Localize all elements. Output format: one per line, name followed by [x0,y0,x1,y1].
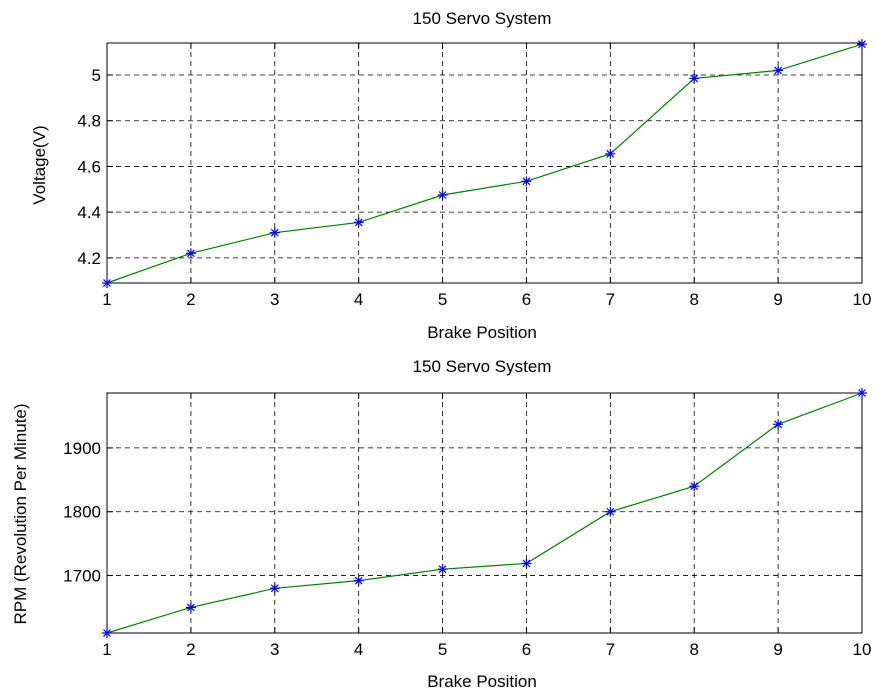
data-point [857,388,867,398]
data-point-stroke [606,507,615,516]
data-point [689,73,700,84]
data-point-stroke [858,40,866,49]
series-line [106,43,863,284]
y-tick-label: 4.8 [77,112,101,131]
data-point [437,190,448,200]
data-point [353,217,364,228]
y-tick-label: 4.6 [77,157,101,176]
data-point-stroke [690,482,699,491]
axes-box [106,392,863,634]
data-point [102,628,112,638]
data-point [689,481,700,492]
x-axis-label: Brake Position [427,672,537,691]
x-tick-label: 10 [853,640,872,659]
x-tick-label: 5 [438,640,447,659]
x-tick-label: 7 [606,290,615,309]
data-point [185,602,196,613]
data-point-stroke [270,584,279,593]
x-tick-label: 5 [438,290,447,309]
voltage-plot: 150 Servo System Brake Position Voltage(… [30,9,871,342]
x-tick-label: 1 [102,640,111,659]
x-tick-label: 4 [354,290,363,309]
data-point-stroke [186,603,195,612]
data-point-stroke [690,74,699,83]
x-tick-label: 4 [354,640,363,659]
data-point [605,148,616,159]
data-point-stroke [774,420,783,429]
data-point-stroke [186,249,195,258]
data-point-stroke [354,576,363,585]
data-point-stroke [774,66,783,75]
data-point [773,419,784,430]
data-point [605,506,616,517]
x-tick-label: 7 [606,640,615,659]
data-point-stroke [103,629,111,637]
data-point-stroke [522,177,531,186]
chart-title: 150 Servo System [413,9,552,28]
data-point-stroke [438,565,447,574]
data-point [437,564,448,575]
data-point [185,248,196,259]
data-point [102,278,112,288]
y-tick-label: 1900 [63,439,101,458]
y-tick-label: 5 [92,66,101,85]
x-tick-label: 10 [853,290,872,309]
x-tick-label: 8 [689,640,698,659]
axes-box [106,42,863,284]
data-point-stroke [858,389,866,397]
x-tick-label: 6 [522,640,531,659]
x-axis-label: Brake Position [427,323,537,342]
y-tick-label: 1800 [63,503,101,522]
y-axis-label: Voltage(V) [30,125,49,204]
data-point-stroke [522,559,531,568]
data-point-stroke [606,149,615,158]
y-axis-label: RPM (Revolution Per Minute) [11,403,30,624]
data-point [521,558,532,569]
x-tick-label: 6 [522,290,531,309]
data-point [857,39,867,50]
x-tick-label: 1 [102,290,111,309]
x-tick-label: 3 [270,290,279,309]
x-tick-label: 8 [689,290,698,309]
data-point [773,65,784,76]
data-point [269,227,280,238]
rpm-plot: 150 Servo System Brake Position RPM (Rev… [11,357,871,691]
data-point [521,176,532,187]
x-tick-label: 2 [186,640,195,659]
y-tick-label: 1700 [63,567,101,586]
data-point-stroke [103,279,111,287]
data-point-stroke [270,228,279,237]
data-point-stroke [354,218,363,227]
x-tick-label: 9 [773,290,782,309]
chart-title: 150 Servo System [413,357,552,376]
x-tick-label: 2 [186,290,195,309]
data-point [269,583,280,594]
x-tick-label: 9 [773,640,782,659]
x-tick-label: 3 [270,640,279,659]
y-tick-label: 4.4 [77,203,101,222]
series-line [106,392,863,634]
data-point-stroke [438,191,447,199]
y-tick-label: 4.2 [77,249,101,268]
data-point [353,575,364,586]
